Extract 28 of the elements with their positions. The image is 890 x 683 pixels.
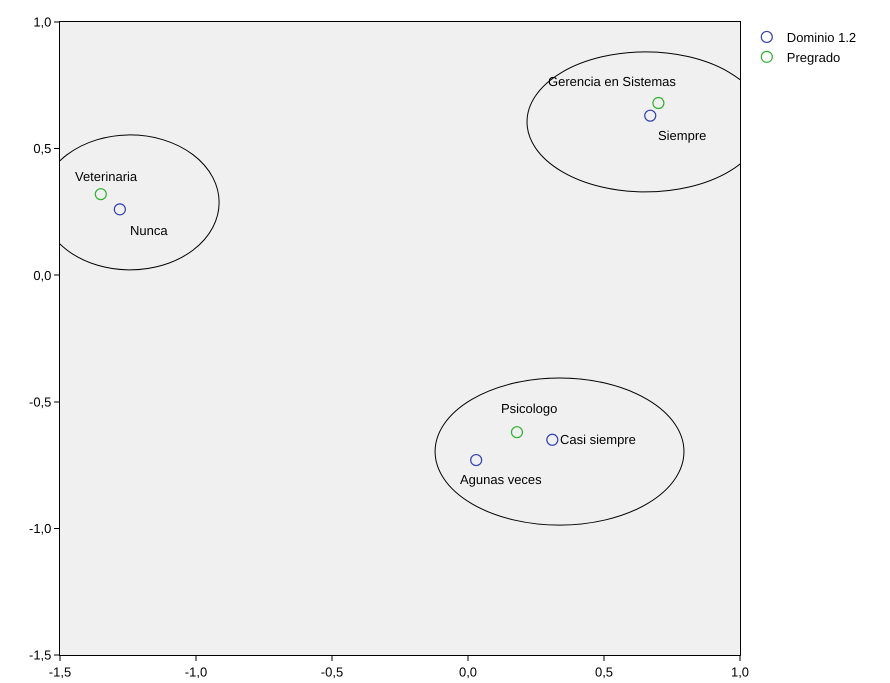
annotation: Veterinaria	[75, 169, 138, 184]
point	[644, 110, 656, 122]
annotation: Siempre	[658, 128, 706, 143]
y-tick-label: -1,5	[28, 648, 52, 663]
x-tick-label: -0,5	[320, 664, 344, 680]
point	[114, 203, 126, 216]
legend-label: Dominio 1.2	[786, 30, 856, 46]
point	[470, 454, 482, 466]
x-tick-label: 1,0	[730, 664, 750, 680]
legend-label: Pregrado	[786, 50, 840, 65]
x-tick-label: -1,0	[184, 664, 208, 680]
annotation: Psicologo	[501, 401, 558, 416]
y-tick-label: 0,0	[33, 268, 52, 283]
x-tick-label: 0,0	[458, 664, 478, 680]
point	[510, 426, 524, 438]
annotation: Agunas veces	[460, 472, 542, 487]
point	[546, 434, 558, 446]
annotation: Gerencia en Sistemas	[548, 74, 676, 89]
x-tick-label: 0,5	[594, 664, 614, 680]
x-tick-label: -1,5	[48, 664, 72, 680]
y-tick-label: -1,0	[28, 520, 52, 536]
y-tick-label: 0,5	[33, 141, 52, 156]
point	[652, 96, 664, 110]
y-tick-label: -0,5	[28, 394, 52, 410]
annotation: Nunca	[130, 223, 168, 238]
point	[94, 188, 107, 200]
y-tick-label: 1,0	[33, 14, 52, 30]
annotation: Casi siempre	[560, 432, 636, 447]
